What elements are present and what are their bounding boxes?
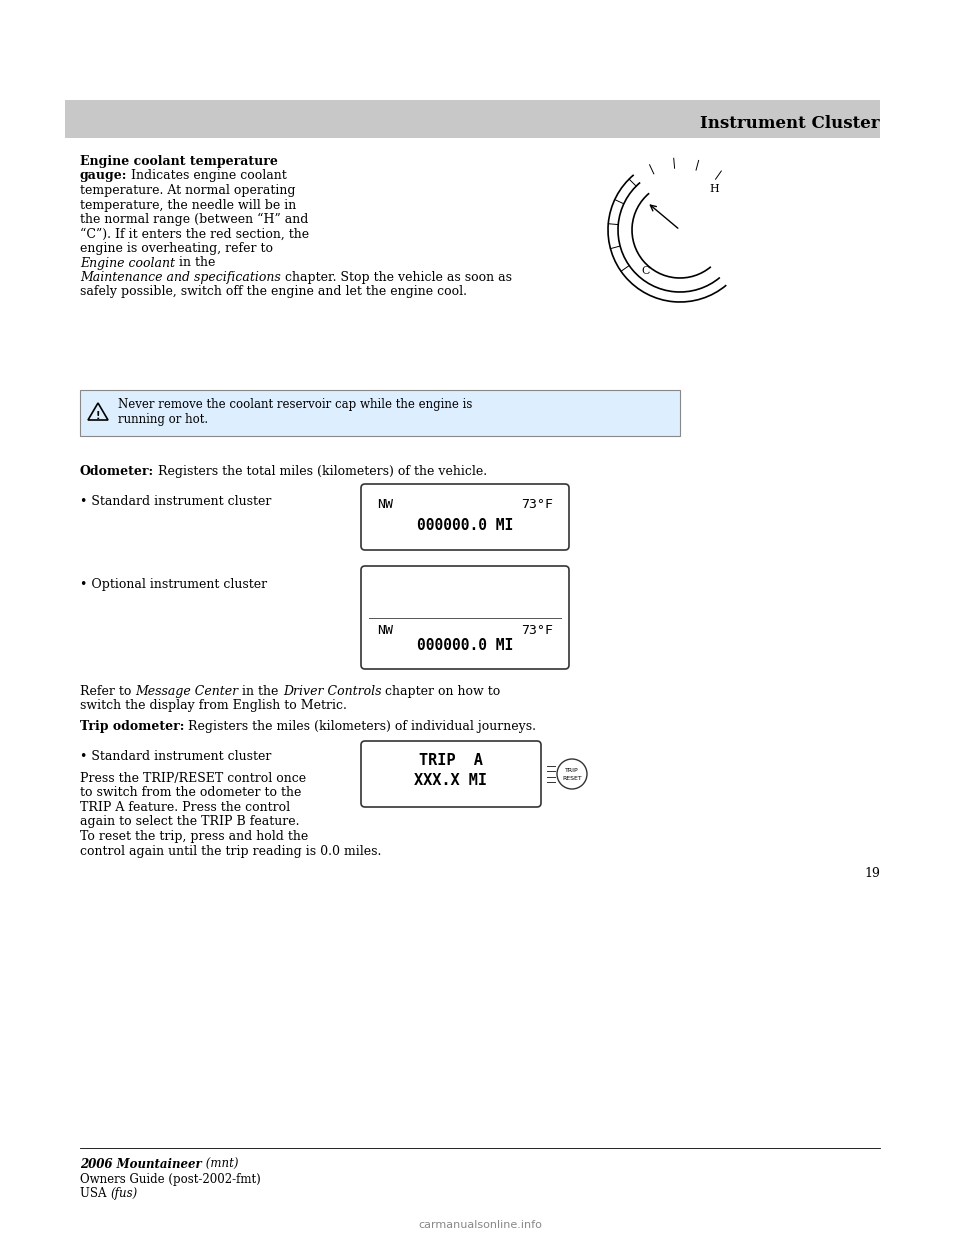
Text: Odometer:: Odometer: <box>80 465 155 478</box>
Text: TRIP: TRIP <box>565 769 579 774</box>
Text: 2006 Mountaineer: 2006 Mountaineer <box>80 1158 202 1171</box>
Text: gauge:: gauge: <box>80 169 128 183</box>
Text: (mnt): (mnt) <box>202 1158 238 1171</box>
Text: Message Center: Message Center <box>135 686 238 698</box>
Text: Maintenance and specifications: Maintenance and specifications <box>80 271 280 284</box>
Text: H: H <box>709 184 720 194</box>
Text: TRIP  A: TRIP A <box>420 753 483 768</box>
Text: carmanualsonline.info: carmanualsonline.info <box>418 1220 542 1230</box>
Text: temperature. At normal operating: temperature. At normal operating <box>80 184 296 197</box>
Text: To reset the trip, press and hold the: To reset the trip, press and hold the <box>80 830 308 843</box>
Text: temperature, the needle will be in: temperature, the needle will be in <box>80 199 297 211</box>
Text: “C”). If it enters the red section, the: “C”). If it enters the red section, the <box>80 227 309 241</box>
Text: 73°F: 73°F <box>521 623 553 636</box>
Text: NW: NW <box>377 623 393 636</box>
Text: • Standard instrument cluster: • Standard instrument cluster <box>80 496 272 508</box>
Text: 19: 19 <box>864 867 880 881</box>
Text: Engine coolant temperature: Engine coolant temperature <box>80 155 277 168</box>
Text: USA: USA <box>80 1187 110 1200</box>
Text: again to select the TRIP B feature.: again to select the TRIP B feature. <box>80 816 300 828</box>
Text: 000000.0 MI: 000000.0 MI <box>417 638 514 653</box>
Text: switch the display from English to Metric.: switch the display from English to Metri… <box>80 699 347 713</box>
Text: Press the TRIP/RESET control once: Press the TRIP/RESET control once <box>80 773 306 785</box>
Text: in the: in the <box>238 686 283 698</box>
Text: safely possible, switch off the engine and let the engine cool.: safely possible, switch off the engine a… <box>80 286 467 298</box>
Text: engine is overheating, refer to: engine is overheating, refer to <box>80 242 273 255</box>
Text: to switch from the odometer to the: to switch from the odometer to the <box>80 786 301 800</box>
Text: 73°F: 73°F <box>521 498 553 510</box>
Text: TRIP A feature. Press the control: TRIP A feature. Press the control <box>80 801 290 814</box>
FancyBboxPatch shape <box>361 484 569 550</box>
Text: in the: in the <box>175 257 215 270</box>
Text: control again until the trip reading is 0.0 miles.: control again until the trip reading is … <box>80 845 381 857</box>
Text: chapter on how to: chapter on how to <box>381 686 500 698</box>
Text: Trip odometer:: Trip odometer: <box>80 720 184 733</box>
Text: Never remove the coolant reservoir cap while the engine is: Never remove the coolant reservoir cap w… <box>118 397 472 411</box>
Bar <box>80 390 680 436</box>
Text: !: ! <box>96 411 100 421</box>
Bar <box>65 101 880 138</box>
Text: running or hot.: running or hot. <box>118 412 208 426</box>
Text: Registers the total miles (kilometers) of the vehicle.: Registers the total miles (kilometers) o… <box>155 465 488 478</box>
Text: C: C <box>641 266 650 277</box>
Text: chapter. Stop the vehicle as soon as: chapter. Stop the vehicle as soon as <box>280 271 512 284</box>
Text: Refer to: Refer to <box>80 686 135 698</box>
Text: Instrument Cluster: Instrument Cluster <box>701 116 880 133</box>
Text: the normal range (between “H” and: the normal range (between “H” and <box>80 212 308 226</box>
Text: • Standard instrument cluster: • Standard instrument cluster <box>80 750 272 763</box>
Text: Indicates engine coolant: Indicates engine coolant <box>128 169 287 183</box>
Text: (fus): (fus) <box>110 1187 137 1200</box>
Text: RESET: RESET <box>563 776 582 781</box>
Text: Engine coolant: Engine coolant <box>80 257 175 270</box>
Text: NW: NW <box>377 498 393 510</box>
Text: Registers the miles (kilometers) of individual journeys.: Registers the miles (kilometers) of indi… <box>184 720 537 733</box>
Text: • Optional instrument cluster: • Optional instrument cluster <box>80 578 267 591</box>
Text: XXX.X MI: XXX.X MI <box>415 773 488 787</box>
FancyBboxPatch shape <box>361 741 541 807</box>
Text: 000000.0 MI: 000000.0 MI <box>417 518 514 533</box>
Text: Owners Guide (post-2002-fmt): Owners Guide (post-2002-fmt) <box>80 1172 261 1186</box>
FancyBboxPatch shape <box>361 566 569 669</box>
Text: Driver Controls: Driver Controls <box>283 686 381 698</box>
